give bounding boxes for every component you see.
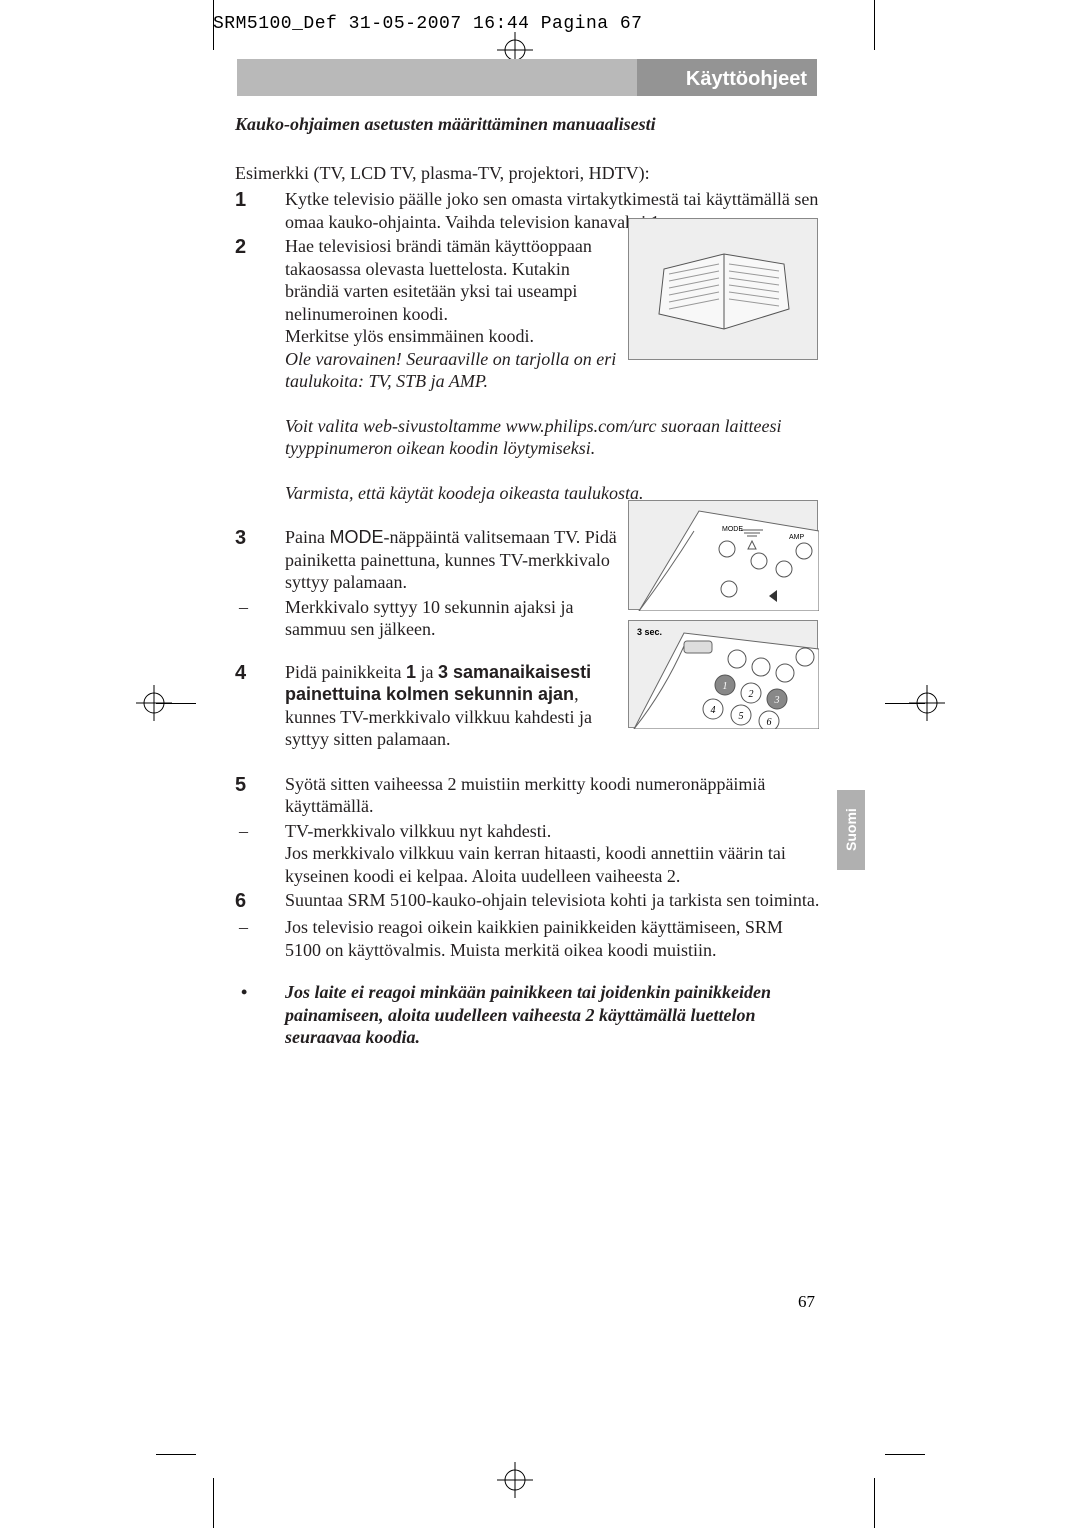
- caution-text: Ole varovainen! Seuraaville on tarjolla …: [285, 349, 616, 392]
- step-body: Merkkivalo syttyy 10 sekunnin ajaksi ja …: [285, 596, 623, 641]
- step-number: 5: [235, 773, 285, 818]
- svg-text:5: 5: [739, 711, 744, 722]
- figure-code-booklet: [628, 218, 818, 360]
- svg-text:4: 4: [711, 705, 716, 716]
- crop-mark: [213, 1478, 214, 1528]
- step-5-note: – TV-merkkivalo vilkkuu nyt kahdesti. Jo…: [235, 820, 820, 888]
- figure-remote-13: 1 2 3 4 5 6 3 sec.: [628, 620, 818, 728]
- svg-text:6: 6: [767, 717, 772, 728]
- dash-marker: –: [235, 916, 285, 961]
- step-body: Hae televisiosi brändi tämän käyttöoppaa…: [285, 235, 623, 393]
- step-body: TV-merkkivalo vilkkuu nyt kahdesti. Jos …: [285, 820, 820, 888]
- text: ja: [416, 662, 438, 682]
- step-body: Jos televisio reagoi oikein kaikkien pai…: [285, 916, 820, 961]
- crop-mark: [156, 1454, 196, 1455]
- text: Paina: [285, 527, 330, 547]
- figure-label: 3 sec.: [637, 627, 662, 637]
- step-number: 3: [235, 526, 285, 594]
- text: Merkitse ylös ensimmäinen koodi.: [285, 326, 534, 346]
- step-6-note: – Jos televisio reagoi oikein kaikkien p…: [235, 916, 820, 961]
- note-text: Voit valita web-sivustoltamme www.philip…: [285, 415, 820, 460]
- text: Pidä painikkeita: [285, 662, 406, 682]
- mode-label: MODE: [330, 527, 384, 547]
- step-body: Syötä sitten vaiheessa 2 muistiin merkit…: [285, 773, 820, 818]
- registration-mark-icon: [497, 1462, 533, 1498]
- crop-mark: [874, 1478, 875, 1528]
- step-number: 2: [235, 235, 285, 393]
- figure-remote-mode: MODE AMP: [628, 500, 818, 610]
- step-body: Jos laite ei reagoi minkään painikkeen t…: [285, 981, 820, 1049]
- step-body: Paina MODE-näppäintä valitsemaan TV. Pid…: [285, 526, 623, 594]
- step-body: Suuntaa SRM 5100-kauko-ohjain televisiot…: [285, 889, 820, 914]
- step-number: 4: [235, 661, 285, 751]
- svg-text:1: 1: [723, 681, 728, 692]
- dash-marker: –: [235, 820, 285, 888]
- intro-text: Esimerkki (TV, LCD TV, plasma-TV, projek…: [235, 162, 820, 185]
- svg-text:2: 2: [749, 689, 754, 700]
- step-5: 5 Syötä sitten vaiheessa 2 muistiin merk…: [235, 773, 820, 818]
- section-title-bar: Käyttöohjeet: [637, 59, 817, 96]
- svg-text:MODE: MODE: [722, 526, 743, 533]
- dash-marker: –: [235, 596, 285, 641]
- header-gray-block: [237, 59, 637, 96]
- step-number: 6: [235, 889, 285, 914]
- text: Hae televisiosi brändi tämän käyttöoppaa…: [285, 236, 592, 324]
- registration-mark-icon: [136, 685, 172, 721]
- bullet-marker: •: [235, 981, 285, 1049]
- crop-mark: [874, 0, 875, 50]
- step-body: Pidä painikkeita 1 ja 3 samanaikaisesti …: [285, 661, 623, 751]
- crop-mark: [885, 1454, 925, 1455]
- page-number: 67: [798, 1292, 815, 1312]
- bullet-note: • Jos laite ei reagoi minkään painikkeen…: [235, 981, 820, 1049]
- step-number: 1: [235, 188, 285, 233]
- svg-text:3: 3: [774, 695, 780, 706]
- svg-text:AMP: AMP: [789, 534, 805, 541]
- step-6: 6 Suuntaa SRM 5100-kauko-ohjain televisi…: [235, 889, 820, 914]
- subsection-title: Kauko-ohjaimen asetusten määrittäminen m…: [235, 113, 820, 136]
- language-tab: Suomi: [837, 790, 865, 870]
- key-1: 1: [406, 662, 416, 682]
- registration-mark-icon: [909, 685, 945, 721]
- print-header: SRM5100_Def 31-05-2007 16:44 Pagina 67: [213, 14, 642, 34]
